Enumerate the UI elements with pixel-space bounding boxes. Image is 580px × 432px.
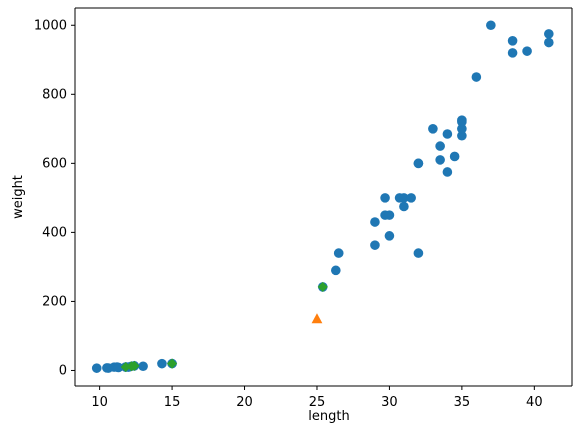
x-tick-label: 30 (381, 395, 398, 410)
data-point (91, 363, 102, 373)
y-tick-label: 400 (42, 225, 67, 240)
x-tick-label: 35 (454, 395, 471, 410)
data-point (166, 358, 178, 369)
data-point (370, 240, 380, 250)
y-tick-label: 200 (42, 294, 67, 309)
data-point (413, 158, 424, 169)
y-tick-label: 0 (59, 363, 67, 378)
data-point (449, 151, 460, 162)
data-point (399, 193, 409, 203)
data-point (457, 130, 467, 141)
x-tick-label: 10 (91, 395, 108, 410)
y-tick-label: 800 (42, 87, 67, 102)
data-point (384, 231, 395, 241)
data-point (333, 248, 344, 258)
data-point (544, 37, 554, 48)
data-point (380, 193, 390, 203)
data-point (413, 248, 424, 258)
data-point (457, 124, 467, 134)
data-point (399, 201, 409, 212)
data-point (138, 361, 148, 372)
x-tick-label: 15 (164, 395, 181, 410)
data-point (384, 210, 395, 220)
data-point (435, 155, 445, 165)
data-point (442, 129, 453, 139)
data-point (406, 193, 416, 203)
data-point (428, 124, 438, 134)
data-point (544, 29, 554, 39)
y-axis-label: weight (11, 175, 26, 219)
data-point (471, 72, 482, 82)
x-axis-label: length (308, 409, 349, 424)
data-point (486, 20, 496, 31)
plot-marks (91, 20, 554, 373)
data-point (317, 281, 328, 293)
data-point (113, 362, 124, 373)
data-point (120, 361, 131, 373)
data-point (331, 265, 341, 276)
data-point (435, 141, 445, 151)
data-point (442, 167, 453, 177)
data-point (507, 35, 518, 46)
data-point (126, 361, 137, 372)
data-point (370, 217, 380, 227)
data-point (311, 313, 323, 324)
data-point (457, 117, 467, 127)
x-tick-label: 40 (526, 395, 543, 410)
data-point (157, 358, 167, 369)
data-point (507, 48, 518, 58)
y-tick-label: 1000 (34, 18, 67, 33)
x-tick-label: 20 (236, 395, 253, 410)
x-tick-label: 25 (309, 395, 326, 410)
data-point (522, 46, 532, 56)
y-tick-label: 600 (42, 156, 67, 171)
